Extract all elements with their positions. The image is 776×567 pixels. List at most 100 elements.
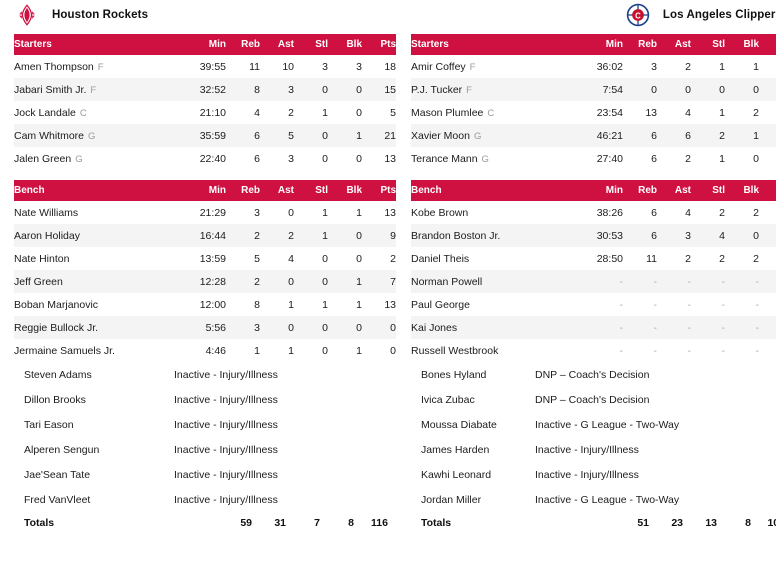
player-name-cell[interactable]: Aaron Holiday	[14, 224, 182, 247]
table-row[interactable]: Reggie Bullock Jr. 5:56 3 0 0 0 0	[14, 316, 396, 339]
player-name-cell[interactable]: P.J. Tucker F	[411, 78, 579, 101]
player-name[interactable]: Dillon Brooks	[14, 387, 172, 412]
table-header-row: Starters Min Reb Ast Stl Blk Pts	[411, 34, 776, 55]
inactive-row[interactable]: Kawhi Leonard Inactive - Injury/Illness	[411, 462, 776, 487]
stat-reb: -	[623, 293, 657, 316]
player-name[interactable]: Alperen Sengun	[14, 437, 172, 462]
inactive-row[interactable]: James Harden Inactive - Injury/Illness	[411, 437, 776, 462]
player-name[interactable]: Kawhi Leonard	[411, 462, 533, 487]
stat-stl: -	[691, 270, 725, 293]
stat-stl: -	[691, 293, 725, 316]
stat-blk: 0	[328, 147, 362, 170]
stat-blk: 1	[328, 124, 362, 147]
stat-blk: 0	[328, 101, 362, 124]
table-row[interactable]: Kai Jones------	[411, 316, 776, 339]
table-row[interactable]: Jabari Smith Jr. F 32:52 8 3 0 0 15	[14, 78, 396, 101]
player-position: F	[469, 61, 476, 73]
inactive-row[interactable]: Ivica Zubac DNP – Coach's Decision	[411, 387, 776, 412]
team-header-away: C Los Angeles Clippers	[411, 0, 776, 30]
player-name[interactable]: Ivica Zubac	[411, 387, 533, 412]
stat-ast: -	[657, 270, 691, 293]
table-row[interactable]: Russell Westbrook------	[411, 339, 776, 362]
table-row[interactable]: Jeff Green 12:28 2 0 0 1 7	[14, 270, 396, 293]
table-row[interactable]: Nate Hinton 13:59 5 4 0 0 2	[14, 247, 396, 270]
player-name-cell[interactable]: Daniel Theis	[411, 247, 579, 270]
player-name-cell[interactable]: Mason Plumlee C	[411, 101, 579, 124]
table-row[interactable]: Aaron Holiday 16:44 2 2 1 0 9	[14, 224, 396, 247]
player-name-cell[interactable]: Xavier Moon G	[411, 124, 579, 147]
player-name-cell[interactable]: Jabari Smith Jr. F	[14, 78, 182, 101]
player-name-cell[interactable]: Cam Whitmore G	[14, 124, 182, 147]
player-name[interactable]: Jae'Sean Tate	[14, 462, 172, 487]
table-row[interactable]: Norman Powell------	[411, 270, 776, 293]
player-name[interactable]: Tari Eason	[14, 412, 172, 437]
player-name-cell[interactable]: Nate Hinton	[14, 247, 182, 270]
player-name-cell[interactable]: Paul George	[411, 293, 579, 316]
player-name[interactable]: Bones Hyland	[411, 362, 533, 387]
inactive-row[interactable]: Tari Eason Inactive - Injury/Illness	[14, 412, 396, 437]
inactive-row[interactable]: Jordan Miller Inactive - G League - Two-W…	[411, 487, 776, 512]
inactive-row[interactable]: Fred VanVleet Inactive - Injury/Illness	[14, 487, 396, 512]
player-name-cell[interactable]: Kai Jones	[411, 316, 579, 339]
player-name[interactable]: Fred VanVleet	[14, 487, 172, 512]
player-name-cell[interactable]: Boban Marjanovic	[14, 293, 182, 316]
empty-stat-dash: -	[619, 276, 623, 288]
table-row[interactable]: Jock Landale C 21:10 4 2 1 0 5	[14, 101, 396, 124]
table-row[interactable]: Boban Marjanovic 12:00 8 1 1 1 13	[14, 293, 396, 316]
inactive-reason: Inactive - Injury/Illness	[172, 362, 396, 387]
empty-stat-dash: -	[653, 299, 657, 311]
col-header-starters: Starters	[411, 34, 579, 55]
inactive-row[interactable]: Moussa Diabate Inactive - G League - Two-…	[411, 412, 776, 437]
stat-pts: 21	[362, 124, 396, 147]
empty-stat-dash: -	[653, 322, 657, 334]
player-name-cell[interactable]: Terance Mann G	[411, 147, 579, 170]
player-name-cell[interactable]: Jalen Green G	[14, 147, 182, 170]
player-name-cell[interactable]: Norman Powell	[411, 270, 579, 293]
player-name-cell[interactable]: Jock Landale C	[14, 101, 182, 124]
col-header-ast: Ast	[260, 180, 294, 201]
inactive-row[interactable]: Jae'Sean Tate Inactive - Injury/Illness	[14, 462, 396, 487]
player-name[interactable]: Moussa Diabate	[411, 412, 533, 437]
player-name-cell[interactable]: Amir Coffey F	[411, 55, 579, 78]
table-row[interactable]: Amen Thompson F 39:55 11 10 3 3 18	[14, 55, 396, 78]
player-name-cell[interactable]: Brandon Boston Jr.	[411, 224, 579, 247]
player-name-cell[interactable]: Nate Williams	[14, 201, 182, 224]
inactive-reason: Inactive - Injury/Illness	[172, 412, 396, 437]
player-name[interactable]: Jordan Miller	[411, 487, 533, 512]
table-row[interactable]: Jermaine Samuels Jr. 4:46 1 1 0 1 0	[14, 339, 396, 362]
table-row[interactable]: Paul George------	[411, 293, 776, 316]
inactive-reason: Inactive - Injury/Illness	[172, 487, 396, 512]
stat-ast: 0	[260, 201, 294, 224]
totals-min	[579, 512, 623, 534]
player-name-cell[interactable]: Kobe Brown	[411, 201, 579, 224]
player-name-cell[interactable]: Amen Thompson F	[14, 55, 182, 78]
player-name-cell[interactable]: Reggie Bullock Jr.	[14, 316, 182, 339]
player-name: Reggie Bullock Jr.	[14, 321, 99, 334]
inactive-row[interactable]: Alperen Sengun Inactive - Injury/Illness	[14, 437, 396, 462]
stat-stl: 0	[294, 339, 328, 362]
inactive-row[interactable]: Steven Adams Inactive - Injury/Illness	[14, 362, 396, 387]
player-name[interactable]: James Harden	[411, 437, 533, 462]
inactive-row[interactable]: Dillon Brooks Inactive - Injury/Illness	[14, 387, 396, 412]
player-name[interactable]: Steven Adams	[14, 362, 172, 387]
inactive-row[interactable]: Bones Hyland DNP – Coach's Decision	[411, 362, 776, 387]
player-name-cell[interactable]: Russell Westbrook	[411, 339, 579, 362]
table-row[interactable]: Nate Williams 21:29 3 0 1 1 13	[14, 201, 396, 224]
team-panel-away: C Los Angeles Clippers Starters Min Reb …	[405, 0, 776, 567]
player-name: Jock Landale	[14, 106, 76, 119]
table-row[interactable]: Cam Whitmore G 35:59 6 5 0 1 21	[14, 124, 396, 147]
player-name-cell[interactable]: Jeff Green	[14, 270, 182, 293]
col-header-blk: Blk	[725, 34, 759, 55]
player-name-cell[interactable]: Jermaine Samuels Jr.	[14, 339, 182, 362]
table-row[interactable]: Brandon Boston Jr. 30:53634015	[411, 224, 776, 247]
stat-reb: 1	[226, 339, 260, 362]
table-row[interactable]: Jalen Green G 22:40 6 3 0 0 13	[14, 147, 396, 170]
player-name: Russell Westbrook	[411, 344, 499, 357]
